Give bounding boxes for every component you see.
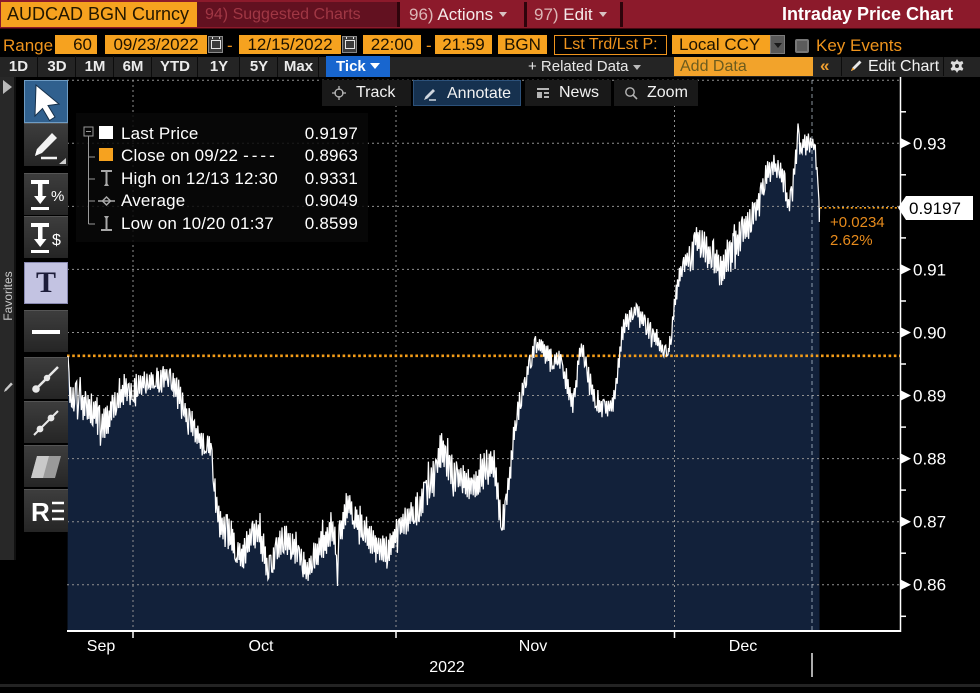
svg-text:Sep: Sep [87, 638, 116, 655]
svg-text:2.62%: 2.62% [830, 232, 873, 249]
svg-text:0.89: 0.89 [913, 387, 946, 406]
svg-text:0.91: 0.91 [913, 260, 946, 279]
svg-text:0.9197: 0.9197 [909, 199, 961, 218]
svg-text:0.90: 0.90 [913, 324, 946, 343]
svg-text:0.93: 0.93 [913, 134, 946, 153]
svg-text:2022: 2022 [429, 659, 465, 676]
svg-text:0.86: 0.86 [913, 576, 946, 595]
svg-text:0.88: 0.88 [913, 450, 946, 469]
svg-text:$: $ [52, 232, 61, 249]
svg-text:Nov: Nov [519, 638, 547, 655]
svg-text:+0.0234: +0.0234 [830, 214, 885, 231]
svg-text:Dec: Dec [729, 638, 757, 655]
svg-text:%: % [51, 188, 64, 205]
svg-text:0.87: 0.87 [913, 513, 946, 532]
svg-text:Oct: Oct [249, 638, 274, 655]
